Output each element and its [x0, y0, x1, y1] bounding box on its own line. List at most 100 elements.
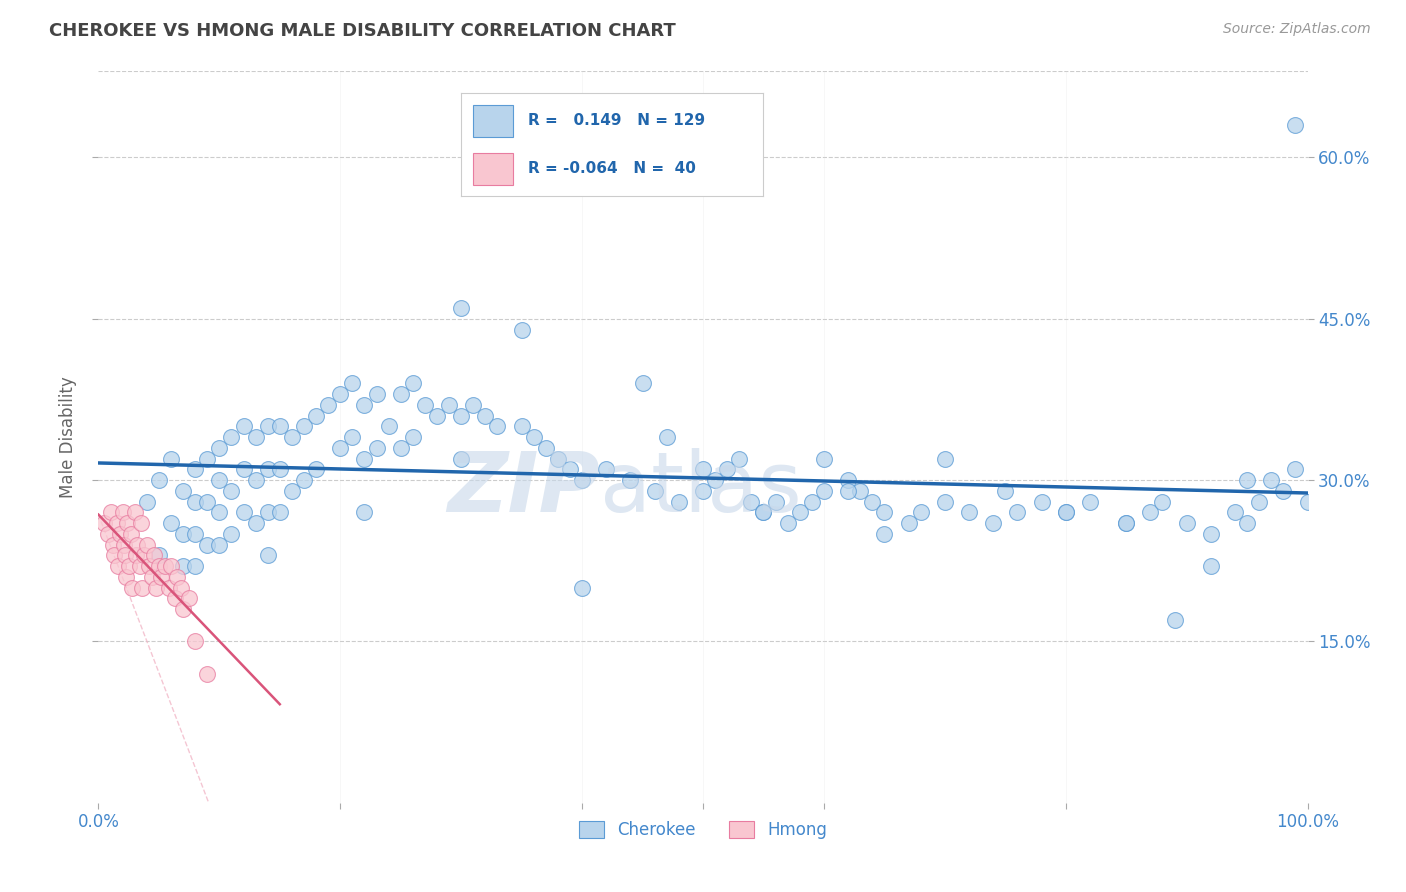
Point	[221, 527, 243, 541]
Point	[510, 322, 533, 336]
Point	[329, 441, 352, 455]
Point	[112, 538, 135, 552]
Point	[571, 581, 593, 595]
Point	[402, 376, 425, 391]
Point	[245, 473, 267, 487]
Point	[450, 451, 472, 466]
Text: Source: ZipAtlas.com: Source: ZipAtlas.com	[1223, 22, 1371, 37]
Point	[184, 559, 207, 574]
Point	[172, 559, 194, 574]
Point	[184, 494, 207, 508]
Point	[558, 462, 581, 476]
Point	[120, 527, 142, 541]
Point	[765, 494, 787, 508]
Point	[169, 581, 191, 595]
Point	[873, 527, 896, 541]
Point	[389, 387, 412, 401]
Point	[1139, 505, 1161, 519]
Point	[208, 441, 231, 455]
Point	[172, 527, 194, 541]
Point	[981, 516, 1004, 530]
Point	[195, 538, 218, 552]
Point	[141, 570, 163, 584]
Point	[128, 559, 150, 574]
Point	[172, 602, 194, 616]
Point	[305, 409, 328, 423]
Point	[450, 409, 472, 423]
Point	[1284, 118, 1306, 132]
Point	[208, 473, 231, 487]
Point	[256, 549, 278, 563]
Point	[111, 505, 134, 519]
Point	[534, 441, 557, 455]
Point	[145, 581, 167, 595]
Point	[813, 451, 835, 466]
Point	[221, 430, 243, 444]
Point	[994, 483, 1017, 498]
Point	[305, 462, 328, 476]
Point	[160, 451, 183, 466]
Point	[245, 430, 267, 444]
Point	[103, 549, 125, 563]
Point	[166, 570, 188, 584]
Point	[1260, 473, 1282, 487]
Point	[1175, 516, 1198, 530]
Point	[619, 473, 641, 487]
Point	[789, 505, 811, 519]
Point	[437, 398, 460, 412]
Point	[107, 559, 129, 574]
Point	[595, 462, 617, 476]
Point	[184, 634, 207, 648]
Point	[316, 398, 339, 412]
Point	[153, 559, 176, 574]
Point	[256, 462, 278, 476]
Point	[752, 505, 775, 519]
Point	[269, 419, 291, 434]
Point	[1236, 473, 1258, 487]
Point	[463, 398, 485, 412]
Point	[1115, 516, 1137, 530]
Point	[1272, 483, 1295, 498]
Point	[117, 516, 139, 530]
Point	[1007, 505, 1029, 519]
Point	[353, 505, 375, 519]
Point	[644, 483, 666, 498]
Point	[105, 516, 128, 530]
Point	[101, 538, 124, 552]
Point	[389, 441, 412, 455]
Point	[157, 581, 180, 595]
Point	[655, 430, 678, 444]
Point	[450, 301, 472, 315]
Point	[1236, 516, 1258, 530]
Text: CHEROKEE VS HMONG MALE DISABILITY CORRELATION CHART: CHEROKEE VS HMONG MALE DISABILITY CORREL…	[49, 22, 676, 40]
Point	[776, 516, 799, 530]
Point	[125, 549, 148, 563]
Point	[245, 516, 267, 530]
Point	[837, 473, 859, 487]
Point	[571, 473, 593, 487]
Point	[1163, 613, 1185, 627]
Point	[184, 527, 207, 541]
Point	[426, 409, 449, 423]
Point	[269, 462, 291, 476]
Point	[184, 462, 207, 476]
Point	[486, 419, 509, 434]
Text: atlas: atlas	[600, 448, 801, 529]
Point	[100, 505, 122, 519]
Point	[1199, 559, 1222, 574]
Point	[232, 505, 254, 519]
Point	[910, 505, 932, 519]
Point	[93, 516, 115, 530]
Point	[292, 473, 315, 487]
Point	[121, 581, 143, 595]
Point	[138, 559, 160, 574]
Point	[221, 483, 243, 498]
Point	[474, 409, 496, 423]
Point	[1031, 494, 1053, 508]
Point	[342, 430, 364, 444]
Legend: Cherokee, Hmong: Cherokee, Hmong	[572, 814, 834, 846]
Point	[143, 549, 166, 563]
Point	[402, 430, 425, 444]
Point	[131, 581, 153, 595]
Point	[208, 505, 231, 519]
